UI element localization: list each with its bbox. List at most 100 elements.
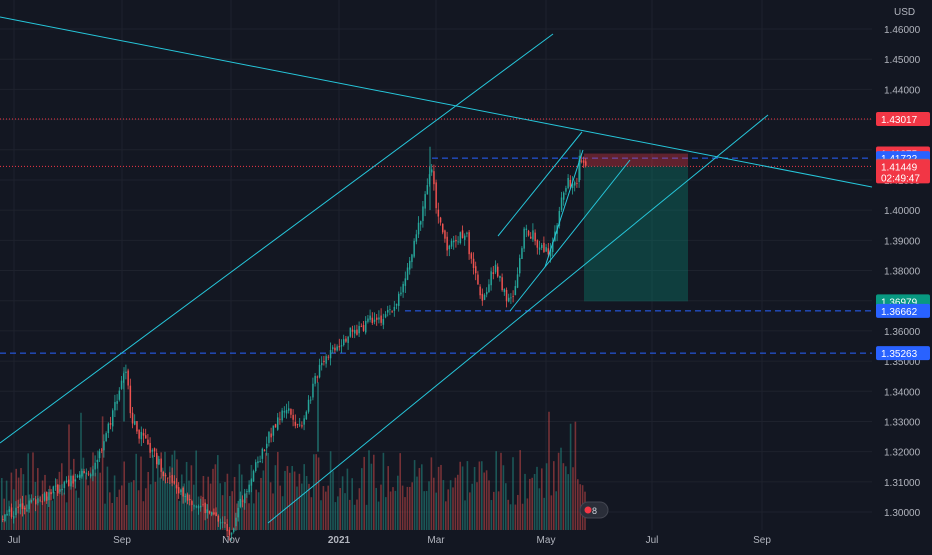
- candle-body: [387, 309, 389, 313]
- candle-body: [340, 345, 343, 347]
- volume-bar: [421, 464, 423, 530]
- candle-body: [153, 448, 156, 452]
- volume-bar: [375, 487, 377, 530]
- volume-bar: [512, 457, 514, 530]
- candle-body: [90, 474, 92, 477]
- candle-body: [142, 433, 145, 436]
- volume-bar: [20, 468, 22, 530]
- candle-body: [307, 399, 310, 412]
- candle-body: [127, 370, 129, 386]
- y-tick-label: 1.36000: [884, 327, 921, 338]
- candle-body: [332, 347, 334, 349]
- volume-bar: [212, 468, 214, 530]
- candle-body: [228, 529, 231, 536]
- volume-bar: [209, 483, 212, 530]
- volume-bar: [77, 497, 80, 530]
- horizontal-lines: [0, 118, 872, 354]
- volume-bar: [488, 480, 490, 530]
- volume-bar: [85, 474, 87, 530]
- candle-body: [549, 249, 552, 257]
- trendlines[interactable]: [0, 16, 873, 524]
- indicator-badge[interactable]: 8: [579, 501, 609, 519]
- volume-bar: [281, 496, 284, 530]
- volume-bar: [409, 486, 411, 530]
- volume-bar: [380, 484, 382, 530]
- candle-body: [312, 383, 314, 398]
- candle-body: [521, 248, 523, 259]
- volume-bar: [41, 480, 44, 530]
- volume-bar: [29, 498, 32, 530]
- candle-body: [112, 410, 114, 427]
- candle-body: [237, 507, 239, 518]
- candle-body: [349, 327, 352, 337]
- candle-body: [184, 496, 187, 498]
- candle-body: [347, 336, 349, 343]
- candle-body: [145, 435, 147, 439]
- candle-body: [369, 315, 371, 320]
- volume-bar: [22, 474, 25, 530]
- volume-bar: [49, 485, 51, 530]
- volume-bar: [104, 503, 106, 530]
- volume-bar: [53, 491, 56, 530]
- candle-body: [499, 275, 501, 278]
- volume-bar: [113, 475, 116, 530]
- volume-bar: [478, 461, 481, 530]
- volume-bar: [387, 466, 389, 530]
- candle-body: [479, 286, 481, 296]
- volume-bar: [221, 495, 224, 530]
- candle-body: [378, 317, 380, 320]
- trendline: [497, 131, 583, 237]
- volume-bar: [152, 455, 154, 530]
- candle-body: [140, 431, 143, 440]
- candle-body: [39, 499, 41, 501]
- volume-bar: [87, 485, 89, 530]
- volume-bar: [65, 502, 68, 530]
- candle-body: [241, 500, 244, 502]
- volume-bar: [185, 461, 188, 530]
- candle-body: [288, 408, 290, 411]
- volume-bar: [560, 447, 562, 530]
- candle-body: [503, 289, 506, 293]
- volume-bar: [459, 461, 461, 530]
- candle-body: [19, 503, 22, 507]
- candle-body: [329, 350, 332, 359]
- volume-bar: [260, 477, 262, 530]
- volume-bar: [327, 485, 329, 530]
- time-axis[interactable]: Jul Sep Nov 2021 Mar May Jul Sep: [8, 535, 772, 546]
- volume-bar: [531, 477, 533, 530]
- volume-bar: [361, 468, 363, 530]
- volume-bar: [296, 486, 298, 530]
- volume-bar: [169, 466, 171, 530]
- candle-body: [173, 480, 176, 484]
- volume-bar: [553, 461, 555, 530]
- candle-body: [208, 511, 211, 513]
- candle-body: [422, 206, 424, 222]
- candle-body: [413, 240, 415, 257]
- volume-bar: [99, 472, 101, 530]
- candle-body: [43, 493, 46, 501]
- volume-bar: [349, 499, 351, 530]
- volume-bar: [267, 452, 269, 530]
- volume-bar: [298, 473, 301, 530]
- candle-body: [54, 485, 57, 487]
- candle-body: [552, 242, 554, 252]
- volume-bar: [25, 495, 27, 530]
- candle-body: [211, 512, 213, 515]
- candle-body: [109, 423, 112, 425]
- candle-body: [580, 160, 583, 162]
- volume-bar: [305, 476, 308, 530]
- volume-bar: [147, 471, 149, 530]
- price-axis[interactable]: 1.460001.450001.440001.430001.420001.410…: [874, 0, 932, 550]
- candle-body: [76, 475, 79, 478]
- short-position-tool[interactable]: [584, 153, 688, 302]
- candle-body: [316, 376, 319, 378]
- volume-bar: [507, 499, 509, 530]
- candle-body: [510, 297, 512, 299]
- candle-body: [87, 473, 90, 475]
- volume-bar: [181, 474, 183, 530]
- volume-bar: [51, 500, 53, 530]
- candle-body: [79, 474, 81, 478]
- volume-bar: [133, 480, 135, 530]
